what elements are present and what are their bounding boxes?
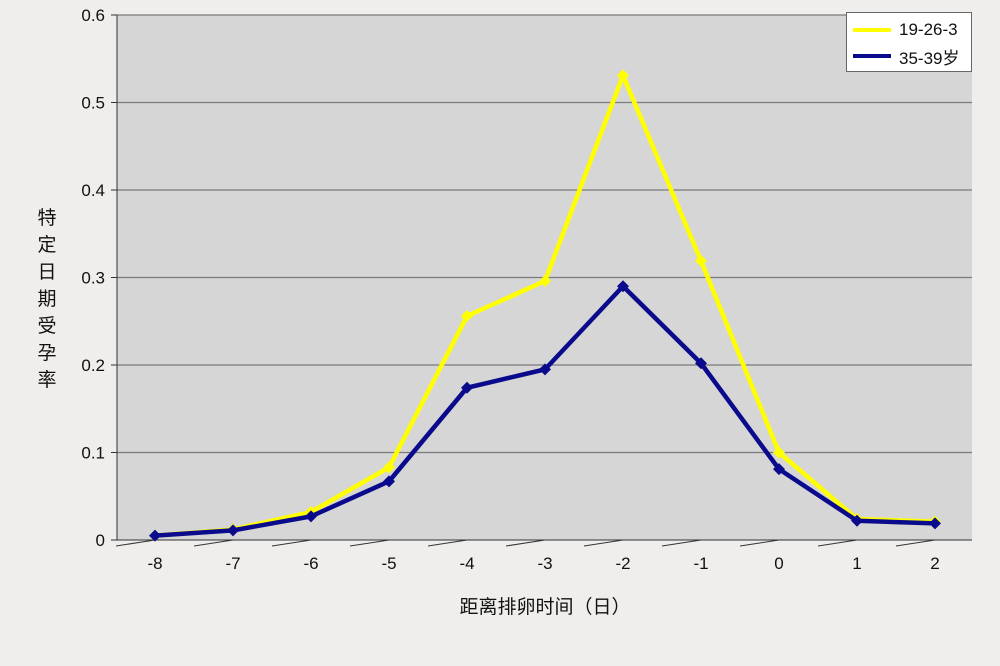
legend: 19-26-3 35-39岁	[846, 12, 972, 72]
x-tick-mark	[115, 539, 156, 547]
x-tick-label: -8	[147, 554, 162, 573]
y-tick-label: 0.4	[81, 181, 105, 200]
x-tick-label: -4	[459, 554, 474, 573]
data-point	[929, 517, 941, 530]
y-tick-label: 0	[96, 531, 105, 550]
x-tick-label: -1	[693, 554, 708, 573]
y-tick-label: 0.1	[81, 444, 105, 463]
data-point	[227, 524, 239, 537]
x-tick-mark	[193, 539, 234, 547]
data-point	[383, 461, 395, 474]
x-tick-label: -6	[303, 554, 318, 573]
x-tick-label: -5	[381, 554, 396, 573]
data-point	[773, 446, 785, 459]
data-point	[383, 475, 395, 488]
data-point	[461, 381, 473, 394]
legend-swatch-yellow	[853, 28, 891, 32]
y-tick-label: 0.6	[81, 6, 105, 25]
x-tick-mark	[349, 539, 390, 547]
x-tick-label: -2	[615, 554, 630, 573]
data-point	[617, 69, 629, 82]
x-tick-mark	[427, 539, 468, 547]
x-tick-mark	[817, 539, 858, 547]
x-tick-label: 0	[774, 554, 783, 573]
x-axis-label: 距离排卵时间（日）	[459, 596, 631, 618]
legend-item-2: 35-39岁	[853, 45, 960, 68]
y-tick-label: 0.3	[81, 269, 105, 288]
y-tick-label: 0.5	[81, 94, 105, 113]
data-point	[617, 280, 629, 293]
data-point	[149, 529, 161, 542]
x-tick-mark	[583, 539, 624, 547]
legend-swatch-blue	[853, 54, 891, 58]
data-point	[305, 510, 317, 523]
x-tick-mark	[271, 539, 312, 547]
legend-item-1: 19-26-3	[853, 19, 958, 41]
data-point	[851, 514, 863, 527]
data-point	[539, 363, 551, 376]
data-point	[539, 275, 551, 287]
data-point	[695, 357, 707, 370]
x-tick-mark	[739, 539, 780, 547]
x-tick-label: -7	[225, 554, 240, 573]
legend-label: 19-26-3	[899, 20, 958, 39]
x-tick-mark	[505, 539, 546, 547]
y-axis-label: 特定日期受孕率	[37, 207, 57, 391]
legend-label: 35-39岁	[899, 48, 960, 68]
x-tick-label: 1	[852, 554, 861, 573]
x-tick-label: -3	[537, 554, 552, 573]
data-point	[461, 310, 473, 322]
y-tick-label: 0.2	[81, 356, 105, 375]
x-tick-mark	[895, 539, 936, 547]
data-point	[695, 254, 707, 267]
data-point	[773, 463, 785, 476]
x-tick-label: 2	[930, 554, 939, 573]
x-tick-mark	[661, 539, 702, 547]
